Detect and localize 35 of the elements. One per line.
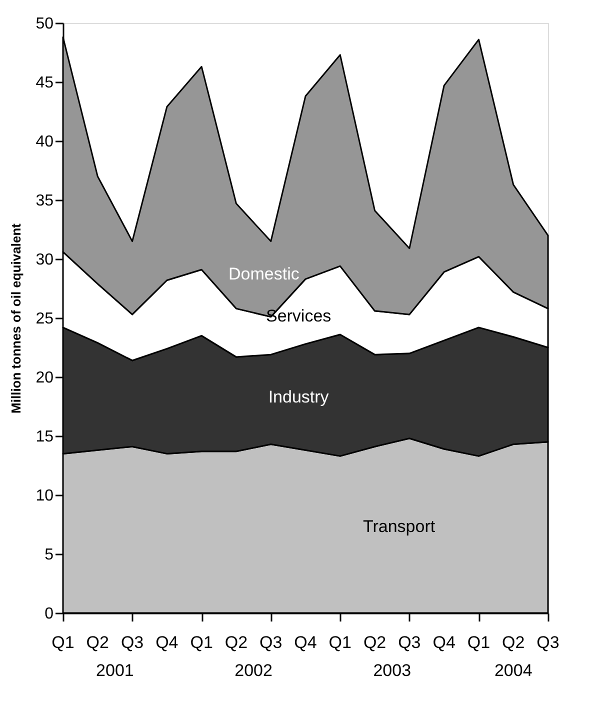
- series-label: Transport: [362, 516, 436, 536]
- y-tick-label: 20: [36, 370, 54, 386]
- y-tick-label: 15: [36, 428, 54, 446]
- y-axis-title: Million tonnes of oil equivalent: [8, 222, 24, 414]
- x-tick-label: Q4: [156, 633, 178, 652]
- series-label: Services: [266, 306, 332, 326]
- x-tick-label: Q3: [398, 633, 421, 652]
- y-tick-label: 30: [36, 252, 54, 268]
- y-tick-label: 50: [36, 16, 54, 32]
- text: 2002: [234, 661, 272, 680]
- x-tick-label: Q3: [536, 633, 560, 652]
- series-label: Industry: [268, 388, 330, 407]
- x-tick-label: Q1: [467, 633, 490, 652]
- y-tick-label: 45: [36, 74, 54, 92]
- y-tick-label: 0: [44, 606, 54, 622]
- series-label: Domestic: [228, 264, 300, 284]
- x-tick-label: Q1: [52, 633, 74, 652]
- x-tick-label: Q2: [224, 633, 248, 652]
- y-tick-label: 25: [36, 310, 54, 328]
- x-tick-label: Q1: [328, 633, 352, 652]
- y-tick-label: 5: [44, 546, 54, 564]
- text: 2001: [96, 661, 134, 680]
- x-tick-label: Q3: [260, 633, 282, 652]
- text: 2003: [373, 661, 412, 680]
- y-tick-label: 10: [36, 488, 54, 504]
- x-tick-label: Q1: [190, 633, 213, 652]
- x-tick-label: Q4: [432, 633, 456, 652]
- x-tick-label: Q2: [86, 633, 109, 652]
- y-tick-label: 35: [36, 192, 54, 210]
- x-tick-label: Q4: [294, 633, 317, 652]
- x-tick-label: Q2: [363, 633, 386, 652]
- y-tick-label: 40: [36, 134, 54, 150]
- x-tick-label: Q3: [120, 633, 144, 652]
- text: 2004: [494, 661, 532, 680]
- x-tick-label: Q2: [502, 633, 525, 652]
